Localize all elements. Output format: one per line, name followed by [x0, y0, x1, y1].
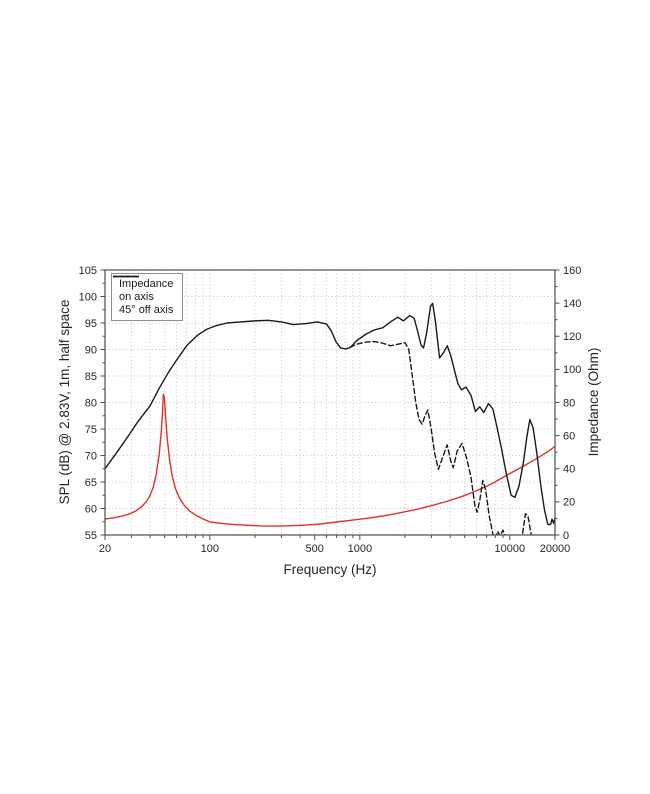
right-y-axis-title: Impedance (Ohm) [586, 348, 601, 457]
left-y-tick-label: 70 [85, 450, 97, 462]
legend-label-impedance: Impedance [119, 278, 174, 290]
right-y-tick-label: 0 [563, 530, 569, 542]
on-axis-curve [105, 302, 555, 526]
left-y-tick-label: 80 [85, 397, 97, 409]
legend-item-off-axis: 45° off axis [113, 275, 174, 316]
x-tick-label: 20000 [540, 543, 571, 555]
right-y-tick-label: 140 [563, 298, 581, 310]
right-y-tick-label: 40 [563, 464, 575, 476]
x-axis-title: Frequency (Hz) [283, 562, 376, 577]
right-y-tick-label: 160 [563, 265, 581, 277]
left-y-tick-label: 85 [85, 371, 97, 383]
x-tick-label: 500 [306, 543, 324, 555]
right-y-tick-label: 20 [563, 497, 575, 509]
legend-label-off-axis: 45° off axis [119, 304, 174, 316]
axis-ticks [100, 269, 560, 540]
left-y-tick-label: 90 [85, 344, 97, 356]
gridlines [105, 270, 555, 535]
x-tick-label: 1000 [348, 543, 372, 555]
left-y-tick-label: 65 [85, 477, 97, 489]
x-tick-label: 10000 [495, 543, 526, 555]
right-y-tick-label: 100 [563, 364, 581, 376]
left-y-tick-label: 60 [85, 503, 97, 515]
legend: Impedance on axis 45° off axis [111, 273, 184, 321]
off-axis-line-swatch [113, 275, 139, 278]
right-y-tick-label: 80 [563, 397, 575, 409]
right-y-tick-label: 120 [563, 331, 581, 343]
curves [105, 302, 555, 535]
tick-labels: 20 100 500 1000 10000 20000556065707580859095… [79, 265, 582, 555]
off-axis-curve [349, 340, 533, 535]
left-y-axis-title: SPL (dB) @ 2.83V, 1m, half space [57, 300, 72, 505]
left-y-tick-label: 95 [85, 318, 97, 330]
left-y-tick-label: 100 [79, 291, 97, 303]
legend-label-on-axis: on axis [119, 291, 154, 303]
impedance-curve [105, 393, 555, 527]
x-tick-label: 20 [99, 543, 111, 555]
legend-item-impedance: Impedance [113, 275, 174, 290]
right-y-tick-label: 60 [563, 430, 575, 442]
left-y-tick-label: 105 [79, 265, 97, 277]
left-y-tick-label: 55 [85, 530, 97, 542]
x-tick-label: 100 [201, 543, 219, 555]
legend-item-on-axis: on axis [113, 275, 173, 303]
left-y-tick-label: 75 [85, 424, 97, 436]
